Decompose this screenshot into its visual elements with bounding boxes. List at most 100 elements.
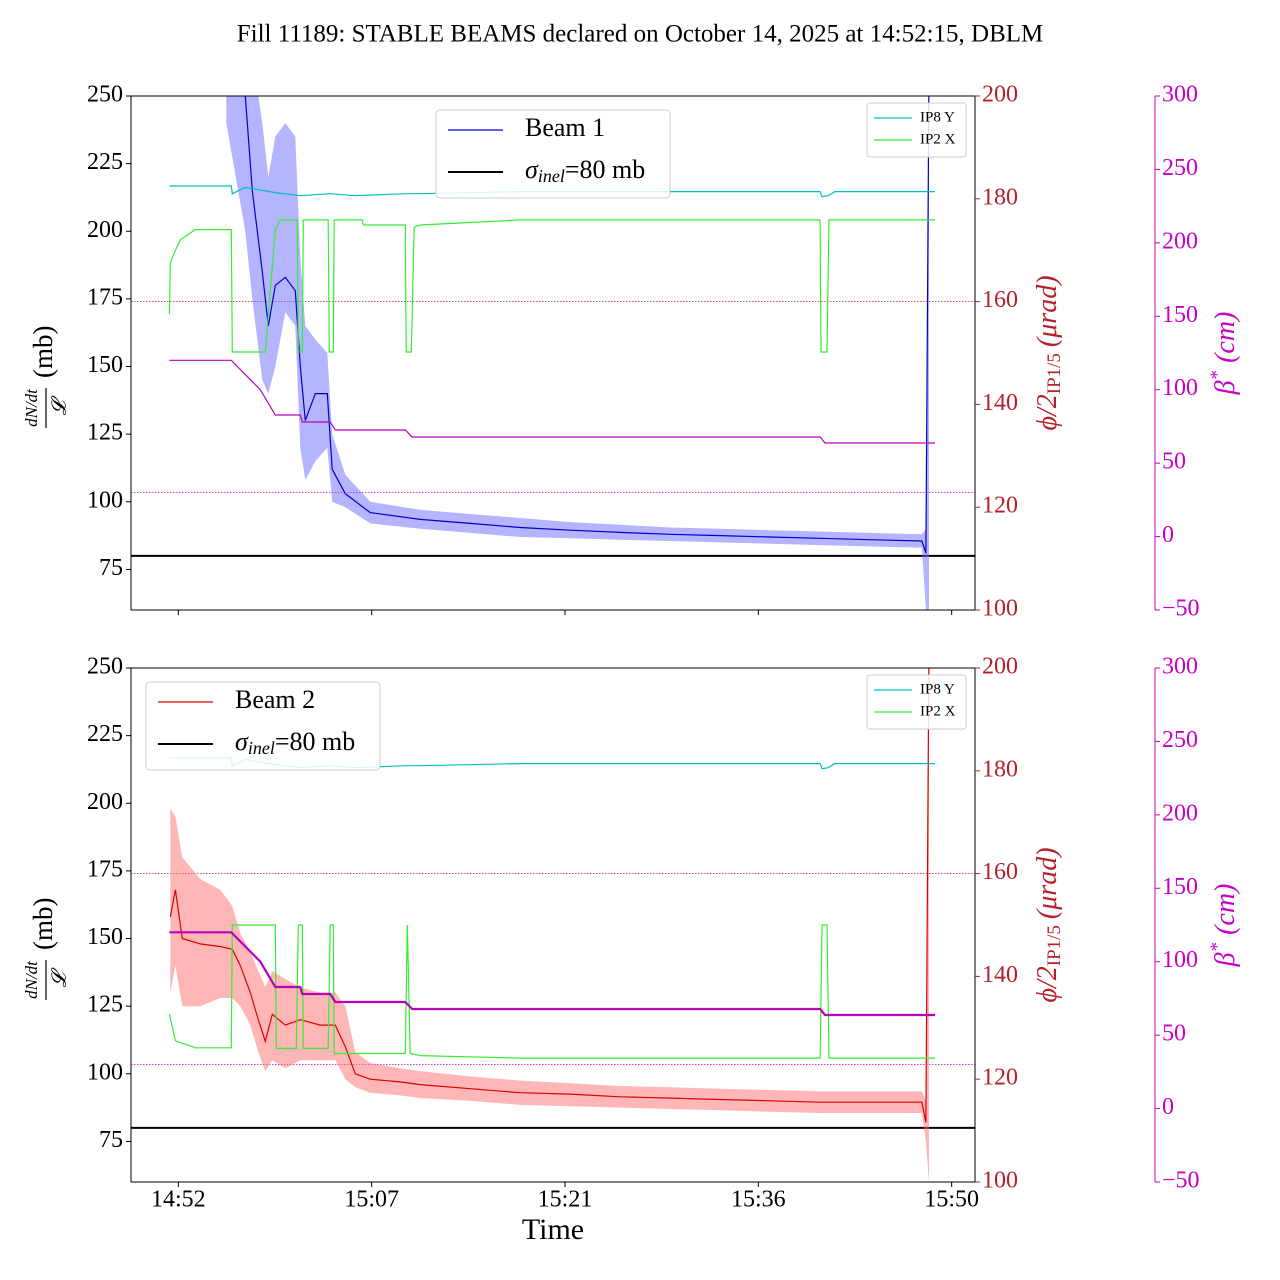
y3-axis-label: β* (cm): [1207, 312, 1241, 396]
plot-frame: [130, 95, 976, 611]
y3-tick-label: 50: [1162, 1021, 1186, 1047]
y-tick-label: 125: [87, 420, 123, 446]
y3-tick-label: 0: [1162, 1094, 1174, 1120]
y2-label-main: ϕ/2: [1032, 394, 1063, 430]
y-tick-label: 100: [87, 1059, 123, 1085]
legend-label-rest: =80 mb: [275, 727, 355, 756]
plot-frame: [130, 667, 976, 1183]
y-tick-label: 125: [87, 992, 123, 1018]
y-label-unit: (mb): [28, 326, 58, 378]
y2-label: ϕ/2IP1/5 (μrad): [1032, 275, 1065, 430]
y3-label-unit: (cm): [1210, 312, 1241, 363]
y3-tick-label: 300: [1162, 82, 1198, 108]
y3-tick-label: 0: [1162, 522, 1174, 548]
y-label-numerator: dN/dt: [22, 388, 41, 427]
y-label-numerator: dN/dt: [22, 960, 41, 999]
y-tick-label: 150: [87, 352, 123, 378]
y2-axis-label: ϕ/2IP1/5 (μrad): [1032, 275, 1065, 430]
y-tick-label: 250: [87, 82, 123, 108]
y2-tick-label: 140: [982, 962, 1018, 988]
y3-axis-label: β* (cm): [1207, 884, 1241, 968]
legend-label-rest: =80 mb: [565, 155, 645, 184]
y2-tick-label: 200: [982, 82, 1018, 108]
x-tick-label: 15:21: [538, 1187, 593, 1213]
series-line: [169, 359, 935, 444]
y2-tick-label: 160: [982, 287, 1018, 313]
x-axis-label: Time: [522, 1213, 584, 1246]
legend-label-symbol: σ: [235, 727, 249, 756]
y-tick-label: 150: [87, 924, 123, 950]
y-label-unit: (mb): [28, 898, 58, 950]
y3-tick-label: 200: [1162, 800, 1198, 826]
y2-label-unit: (μrad): [1032, 275, 1063, 347]
y3-tick-label: 250: [1162, 155, 1198, 181]
y2-axis-label: ϕ/2IP1/5 (μrad): [1032, 847, 1065, 1002]
y3-tick-label: −50: [1162, 1168, 1200, 1194]
y-tick-label: 200: [87, 217, 123, 243]
y3-tick-label: 50: [1162, 449, 1186, 475]
y3-tick-label: −50: [1162, 596, 1200, 622]
y2-tick-label: 180: [982, 756, 1018, 782]
legend-label: IP2 X: [920, 131, 956, 147]
legend-label: σinel=80 mb: [525, 155, 645, 186]
y-tick-label: 250: [87, 654, 123, 680]
series-line: [168, 924, 935, 1059]
legend-label-sub: inel: [248, 738, 275, 758]
y3-tick-label: 150: [1162, 302, 1198, 328]
y3-label-unit: (cm): [1210, 884, 1241, 935]
legend-label-symbol: σ: [525, 155, 539, 184]
x-tick-label: 14:52: [151, 1187, 206, 1213]
y3-tick-label: 300: [1162, 654, 1198, 680]
series-line: [169, 185, 935, 198]
y2-tick-label: 200: [982, 654, 1018, 680]
y-tick-label: 175: [87, 856, 123, 882]
legend-label: σinel=80 mb: [235, 727, 355, 758]
y3-tick-label: 150: [1162, 874, 1198, 900]
legend-box: [145, 681, 381, 771]
y3-label: β* (cm): [1207, 884, 1241, 968]
legend-label-sub: inel: [538, 166, 565, 186]
legend-label: Beam 2: [235, 685, 315, 714]
y-tick-label: 200: [87, 789, 123, 815]
y2-label-sub: IP1/5: [1044, 925, 1065, 966]
y3-label-sup: *: [1207, 370, 1228, 380]
legend-label: IP8 Y: [920, 109, 955, 125]
legend-label: IP2 X: [920, 703, 956, 719]
legend-box: [435, 109, 671, 199]
y3-tick-label: 100: [1162, 375, 1198, 401]
legend-box: [866, 102, 967, 158]
series-line: [244, 96, 930, 554]
y-tick-label: 100: [87, 487, 123, 513]
y3-label-main: β: [1210, 380, 1241, 395]
y2-tick-label: 120: [982, 493, 1018, 519]
x-tick-label: 15:50: [924, 1187, 979, 1213]
y2-label-sub: IP1/5: [1044, 353, 1065, 394]
x-tick-label: 15:36: [731, 1187, 786, 1213]
series-line: [168, 219, 935, 353]
y3-tick-label: 100: [1162, 947, 1198, 973]
y-tick-label: 225: [87, 149, 123, 175]
series-line: [169, 931, 935, 1017]
y3-label: β* (cm): [1207, 312, 1241, 396]
y2-label-unit: (μrad): [1032, 847, 1063, 919]
y2-tick-label: 120: [982, 1065, 1018, 1091]
y3-label-sup: *: [1207, 942, 1228, 952]
y2-label: ϕ/2IP1/5 (μrad): [1032, 847, 1065, 1002]
y3-tick-label: 200: [1162, 228, 1198, 254]
y3-tick-label: 250: [1162, 727, 1198, 753]
figure-title: Fill 11189: STABLE BEAMS declared on Oct…: [237, 21, 1044, 48]
y2-tick-label: 180: [982, 184, 1018, 210]
y-tick-label: 75: [99, 555, 123, 581]
y2-tick-label: 100: [982, 596, 1018, 622]
y-tick-label: 75: [99, 1127, 123, 1153]
y2-tick-label: 140: [982, 390, 1018, 416]
plot-area: [131, 96, 975, 610]
series-line: [169, 668, 930, 1123]
y2-tick-label: 160: [982, 859, 1018, 885]
y3-label-main: β: [1210, 952, 1241, 967]
y2-label-main: ϕ/2: [1032, 966, 1063, 1002]
x-tick-label: 15:07: [344, 1187, 399, 1213]
y-tick-label: 225: [87, 721, 123, 747]
